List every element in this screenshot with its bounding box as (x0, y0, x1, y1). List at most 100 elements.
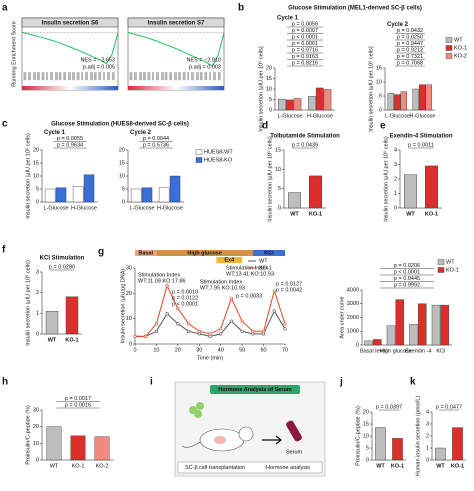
y-tick-label: 20 (33, 147, 39, 153)
title-strip (127, 17, 225, 28)
legend-swatch (445, 45, 453, 51)
bar (130, 188, 142, 203)
stage-label: KCl (264, 251, 274, 257)
x-tick-label: WT (48, 337, 57, 343)
y-tick-label: 1 (36, 311, 39, 317)
y-axis-label: Insulin secretion (μIU per 10⁵ cells) (24, 133, 31, 219)
y-tick-label: 0 (36, 457, 39, 463)
panel-i-header (210, 385, 300, 394)
point (154, 329, 159, 333)
point (240, 329, 244, 333)
y-tick-label: 0 (366, 457, 369, 463)
panel-letter: b (238, 3, 244, 14)
stage-label: Basal (138, 251, 153, 257)
y-tick-label: 3 (36, 269, 39, 275)
y-tick-label: 5 (122, 186, 125, 192)
y-tick-label: 0 (356, 342, 359, 348)
chart-title: KCl Stimulation (40, 256, 85, 262)
p-value: p = 0.0044 (143, 136, 169, 142)
x-tick-label: 10 (153, 347, 159, 353)
legend-label: HUES8-KO (204, 157, 233, 163)
y-tick-label: 2 (394, 176, 397, 182)
legend-label: HUES8-WT (204, 149, 233, 155)
point (208, 332, 212, 336)
y-tick-label: 0 (36, 199, 39, 205)
y-tick-label: 0 (129, 341, 132, 347)
p-value: p = 0.0439 (292, 142, 318, 148)
p-value: p = 0.0033 (236, 293, 262, 299)
panel-letter: a (2, 3, 8, 14)
y-tick-label: 3000 (347, 301, 359, 307)
x-tick-label: H-Glucose (71, 205, 97, 211)
p-value: p = 0.0061 (292, 41, 318, 47)
y-axis-label: Insulin secretion (μIU/μg DNA) (120, 269, 126, 344)
y-tick-label: 20 (33, 424, 39, 430)
annotation: WT:11.09 KO:17.86 (138, 278, 186, 284)
y-tick-label: 10 (33, 173, 39, 179)
p-value: p = 0.7068 (397, 60, 423, 66)
point (186, 322, 191, 326)
p-value: p = 0.0042 (276, 287, 302, 293)
point (272, 309, 276, 313)
p-value: p = 0.8216 (292, 60, 318, 66)
point (186, 329, 191, 333)
legend-swatch (195, 149, 203, 155)
y-tick-label: 15 (275, 147, 281, 153)
x-tick-label: H-Glucose (307, 113, 333, 119)
plot-frame (127, 17, 225, 91)
bar (386, 325, 396, 346)
point (208, 334, 212, 339)
bar (169, 175, 181, 203)
point (219, 332, 223, 336)
x-tick-label: WT (376, 463, 385, 469)
point (197, 329, 201, 333)
p-value: p < 0.0001 (394, 269, 420, 275)
x-tick-label: 30 (196, 347, 202, 353)
bar (387, 92, 394, 111)
annotation: NES = −2.653 (80, 57, 115, 63)
y-tick-label: 1 (426, 445, 429, 451)
chart-title: Insulin secretion S6 (42, 20, 99, 26)
bar (418, 303, 427, 346)
bar (55, 187, 67, 203)
point (144, 334, 148, 339)
p-value: p = 0.9447 (397, 41, 423, 47)
stage-bar (216, 257, 243, 263)
enrichment-curve (127, 31, 225, 67)
y-axis-label: Insulin secretion (μIU per 10⁵ cells) (266, 136, 273, 222)
point (272, 289, 276, 293)
subtitle: Cycle 1 (44, 130, 66, 136)
mouse-tail (181, 441, 201, 448)
arrow (262, 435, 282, 445)
point (165, 312, 169, 316)
point (176, 322, 180, 326)
cell-cluster (194, 410, 202, 418)
bar (373, 339, 382, 346)
bar (309, 175, 323, 209)
bar (293, 98, 302, 111)
y-axis-label: Insulin secretion (μIU per 10⁵ cells) (257, 46, 264, 132)
bar (323, 89, 332, 111)
point (229, 296, 234, 301)
y-axis-label: Proinsulin/C-peptide (%) (25, 405, 31, 465)
stage-bar (135, 250, 157, 256)
diagram-label: Hormone analysis (266, 465, 310, 471)
p-value: p = 0.0206 (394, 263, 420, 269)
caption-bar (177, 461, 323, 474)
annotation: NES = −2.910 (186, 57, 221, 63)
legend-label: WT (454, 37, 463, 43)
point (165, 284, 169, 288)
y-tick-label: 4000 (347, 287, 359, 293)
legend-swatch (437, 259, 445, 265)
bar (44, 188, 56, 203)
y-axis-label: Human insulin secretion (pmol/L) (415, 396, 421, 477)
annotation: Stimulation Index (226, 265, 268, 271)
p-value: p = 0.0055 (57, 136, 83, 142)
legend-label: KO-1 (454, 45, 467, 51)
p-value: p = 0.0477 (436, 404, 462, 410)
bar (409, 324, 418, 346)
stage-label: Ex4 (224, 258, 235, 264)
y-tick-label: 0 (278, 205, 281, 211)
y-tick-label: 2 (36, 290, 39, 296)
y-tick-label: 15 (363, 421, 369, 427)
